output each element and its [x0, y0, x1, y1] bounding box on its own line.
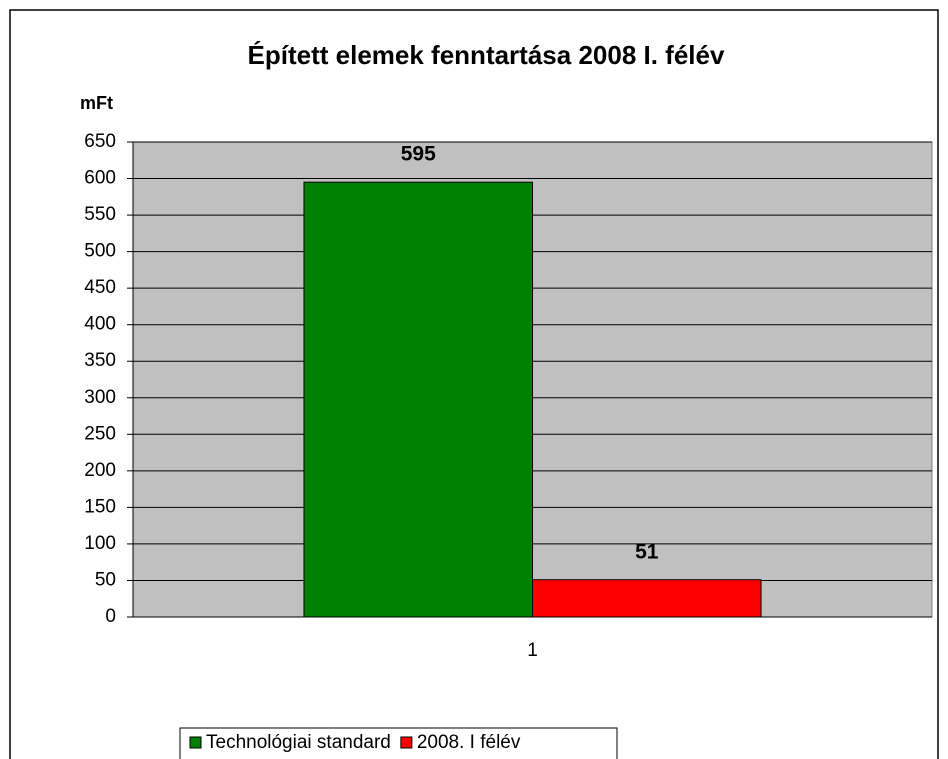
y-tick-label: 600 [84, 168, 116, 189]
y-tick-label: 500 [84, 241, 116, 262]
y-tick-label: 250 [84, 423, 116, 444]
y-tick-label: 400 [84, 314, 116, 335]
y-tick-label: 150 [84, 496, 116, 517]
y-tick-label: 300 [84, 387, 116, 408]
x-tick-label: 1 [527, 640, 538, 661]
y-tick-label: 650 [84, 131, 116, 152]
legend-swatch [400, 736, 413, 749]
y-tick-label: 200 [84, 460, 116, 481]
y-tick-label: 50 [95, 569, 116, 590]
y-tick-label: 550 [84, 204, 116, 225]
data-label: 595 [401, 143, 436, 166]
legend-label: Technológiai standard [206, 732, 391, 753]
bar [532, 579, 762, 618]
legend-box [179, 727, 618, 759]
y-axis-label: mFt [80, 93, 113, 113]
y-tick-label: 0 [105, 606, 116, 627]
legend-label: 2008. I félév [417, 732, 521, 753]
legend-swatch [189, 736, 202, 749]
y-tick-label: 100 [84, 533, 116, 554]
data-label: 51 [635, 540, 659, 563]
chart-title: Épített elemek fenntartása 2008 I. félév [248, 40, 725, 70]
y-tick-label: 350 [84, 350, 116, 371]
bar [303, 181, 533, 618]
y-tick-label: 450 [84, 277, 116, 298]
